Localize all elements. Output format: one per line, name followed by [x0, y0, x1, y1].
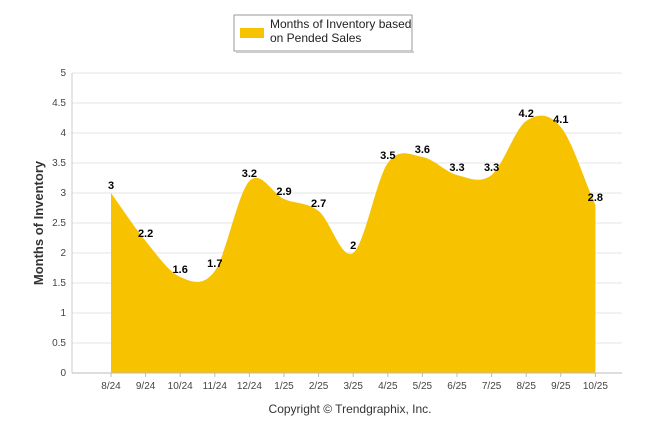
y-tick-label: 4 [60, 128, 66, 139]
data-label: 2.9 [276, 186, 291, 198]
data-label: 2.7 [311, 198, 326, 210]
x-tick-label: 2/25 [309, 381, 329, 392]
y-tick-label: 2 [60, 248, 66, 259]
data-label: 3.6 [415, 144, 430, 156]
y-tick-label: 1 [60, 308, 66, 319]
x-tick-label: 9/25 [551, 381, 571, 392]
series-area [111, 115, 596, 373]
data-label: 3.3 [484, 162, 499, 174]
y-tick-label: 1.5 [52, 278, 66, 289]
copyright-footer: Copyright © Trendgraphix, Inc. [269, 402, 432, 416]
legend-label-line-2: on Pended Sales [270, 31, 361, 45]
x-tick-label: 11/24 [203, 381, 228, 392]
legend: Months of Inventory based on Pended Sale… [233, 14, 414, 53]
x-tick-label: 4/25 [378, 381, 398, 392]
y-tick-label: 3.5 [52, 158, 66, 169]
y-tick-label: 0.5 [52, 338, 66, 349]
data-label: 3.3 [449, 162, 464, 174]
data-labels: 3 2.2 1.6 1.7 3.2 2.9 2.7 2 3.5 3.6 3.3 3.3 4.2 4.1 2.… [108, 108, 603, 276]
legend-label-line-1: Months of Inventory based [270, 17, 411, 31]
data-label: 3 [108, 180, 114, 192]
x-tick-label: 8/24 [101, 381, 121, 392]
y-tick-label: 3 [60, 188, 66, 199]
x-tick-label: 1/25 [274, 381, 294, 392]
y-axis-title: Months of Inventory [31, 160, 46, 285]
x-tick-label: 12/24 [237, 381, 262, 392]
y-tick-label: 5 [60, 68, 66, 79]
x-tick-label: 6/25 [447, 381, 467, 392]
x-tick-label: 10/24 [168, 381, 193, 392]
y-tick-label: 2.5 [52, 218, 66, 229]
data-label: 3.2 [242, 168, 257, 180]
data-label: 2 [350, 240, 356, 252]
data-label: 3.5 [380, 150, 395, 162]
data-label: 2.2 [138, 228, 153, 240]
x-tick-label: 3/25 [343, 381, 363, 392]
y-tick-label: 0 [60, 368, 66, 379]
y-tick-label: 4.5 [52, 98, 66, 109]
x-tick-label: 5/25 [413, 381, 433, 392]
data-label: 2.8 [588, 192, 603, 204]
legend-swatch [240, 28, 264, 38]
y-tick-labels: 0 0.5 1 1.5 2 2.5 3 3.5 4 4.5 5 [52, 68, 66, 379]
x-tick-label: 9/24 [136, 381, 156, 392]
data-label: 4.1 [553, 114, 568, 126]
data-label: 4.2 [519, 108, 534, 120]
x-tick-label: 7/25 [482, 381, 502, 392]
x-tick-label: 10/25 [583, 381, 608, 392]
x-tick-label: 8/25 [516, 381, 536, 392]
data-label: 1.7 [207, 258, 222, 270]
data-label: 1.6 [173, 264, 188, 276]
x-tick-labels: 8/24 9/24 10/24 11/24 12/24 1/25 2/25 3/25 4/25 5… [101, 373, 608, 392]
legend-box-shadow [236, 51, 414, 53]
